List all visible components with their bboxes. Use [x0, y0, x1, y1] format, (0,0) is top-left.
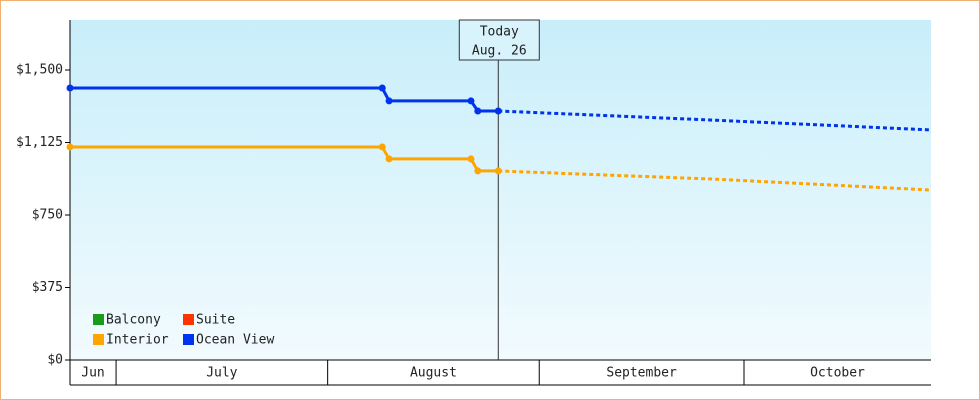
- plot-area: [70, 20, 931, 360]
- y-tick-label: $750: [32, 207, 63, 222]
- price-point: [467, 97, 475, 105]
- legend-label: Balcony: [106, 313, 161, 328]
- y-tick-label: $1,125: [16, 135, 63, 150]
- y-tick-label: $1,500: [16, 62, 63, 77]
- price-point: [378, 84, 386, 92]
- price-point: [494, 167, 502, 175]
- forecast-line: [498, 109, 932, 132]
- y-tick-label: $0: [47, 353, 63, 368]
- price-point: [385, 155, 393, 163]
- month-label: Jun: [81, 366, 104, 381]
- price-point: [385, 97, 393, 105]
- legend-label: Interior: [106, 333, 169, 348]
- legend-swatch: [93, 314, 104, 325]
- price-point: [66, 143, 74, 151]
- price-point: [378, 143, 386, 151]
- y-tick-label: $375: [32, 280, 63, 295]
- price-point: [66, 84, 74, 92]
- price-point: [474, 107, 482, 115]
- legend-swatch: [183, 314, 194, 325]
- price-point: [494, 107, 502, 115]
- month-label: September: [606, 366, 677, 381]
- month-label: July: [206, 366, 237, 381]
- legend-label: Ocean View: [196, 333, 274, 348]
- forecast-line: [498, 169, 932, 192]
- today-label: Aug. 26: [472, 44, 527, 59]
- legend-label: Suite: [196, 313, 235, 328]
- month-label: October: [810, 366, 865, 381]
- today-label: Today: [480, 25, 519, 40]
- price-point: [467, 155, 475, 163]
- today-box: [458, 19, 540, 61]
- month-label: August: [410, 366, 457, 381]
- legend-swatch: [93, 334, 104, 345]
- price-point: [474, 167, 482, 175]
- legend-swatch: [183, 334, 194, 345]
